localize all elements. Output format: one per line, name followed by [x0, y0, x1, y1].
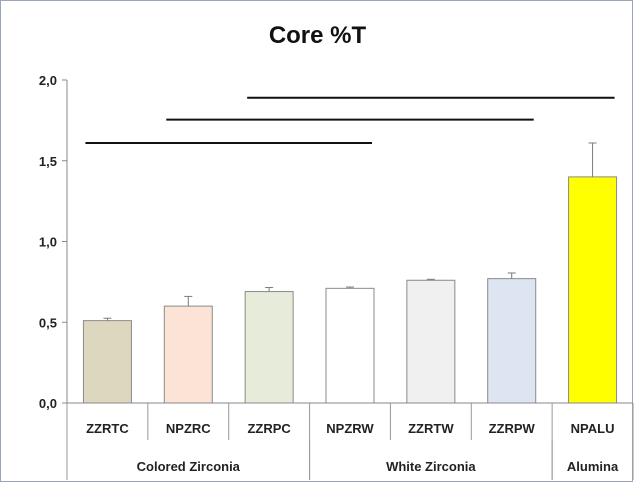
bars	[82, 142, 618, 404]
group-label: White Zirconia	[386, 459, 476, 474]
y-tick-label: 2,0	[39, 73, 57, 88]
bar	[406, 279, 456, 404]
category-label: NPZRW	[326, 421, 374, 436]
significance-lines	[85, 96, 615, 144]
category-label: NPZRC	[166, 421, 211, 436]
chart-title: Core %T	[268, 22, 367, 49]
bar	[487, 278, 537, 404]
axes	[62, 79, 634, 480]
bar	[325, 287, 375, 404]
category-label: ZZRTW	[408, 421, 454, 436]
group-label: Alumina	[567, 459, 619, 474]
bar	[244, 291, 294, 404]
bar	[82, 320, 132, 404]
labels: 0,0 0,5 1,0 1,5 2,0 Colored Zirconia White Zir…	[39, 73, 619, 474]
y-tick-label: 0,0	[39, 396, 57, 411]
y-tick-label: 1,5	[39, 154, 57, 169]
y-tick-label: 1,0	[39, 235, 57, 250]
group-label: Colored Zirconia	[137, 459, 241, 474]
category-label: ZZRPC	[247, 421, 291, 436]
category-label: ZZRTC	[86, 421, 129, 436]
bar	[568, 176, 618, 404]
category-label: NPALU	[571, 421, 615, 436]
y-tick-label: 0,5	[39, 315, 57, 330]
bar	[163, 305, 213, 404]
category-label: ZZRPW	[489, 421, 536, 436]
